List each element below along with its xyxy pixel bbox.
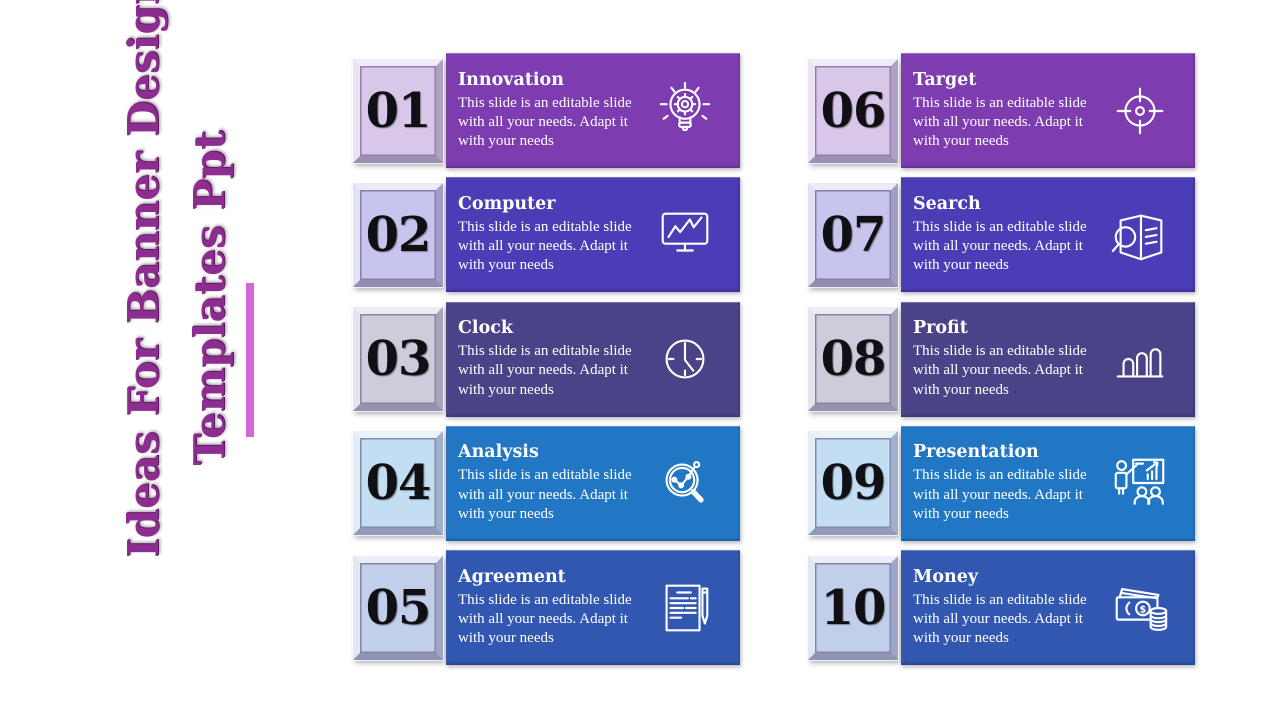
card-description: This slide is an editable slide with all…	[913, 343, 1087, 398]
number-box: 09	[808, 431, 898, 536]
banner-card-06: 06 Target This slide is an editable slid…	[808, 53, 1195, 168]
card-title: Clock	[458, 318, 514, 339]
bulb-gear-icon	[654, 80, 716, 142]
banner: Target This slide is an editable slide w…	[901, 53, 1195, 168]
card-title: Profit	[913, 318, 968, 339]
card-title: Presentation	[913, 442, 1039, 463]
slide-title: Ideas For Banner Design Templates Ppt	[111, 0, 251, 558]
card-description: This slide is an editable slide with all…	[458, 94, 632, 150]
number-box: 04	[353, 431, 443, 536]
money-coins-icon: $	[1109, 577, 1171, 639]
banner-card-02: 02 Computer This slide is an editable sl…	[353, 177, 740, 293]
card-title: Computer	[458, 193, 556, 214]
card-column-right: 06 Target This slide is an editable slid…	[808, 53, 1195, 666]
card-description: This slide is an editable slide with all…	[913, 218, 1087, 274]
card-number: 05	[365, 579, 432, 636]
presenter-board-icon	[1109, 452, 1171, 514]
number-box: 01	[353, 58, 443, 163]
card-description: This slide is an editable slide with all…	[458, 218, 632, 274]
number-box: 08	[808, 307, 898, 412]
card-title: Search	[913, 193, 981, 214]
card-column-left: 01 Innovation This slide is an editable …	[353, 53, 740, 666]
card-number: 06	[820, 82, 887, 139]
target-icon	[1109, 80, 1171, 142]
card-title: Agreement	[458, 566, 566, 587]
card-number: 07	[820, 206, 887, 263]
number-box: 05	[353, 555, 443, 660]
banner-card-08: 08 Profit This slide is an editable slid…	[808, 301, 1195, 417]
card-title: Money	[913, 566, 979, 587]
document-pen-icon	[654, 577, 716, 639]
title-accent-bar	[246, 283, 254, 437]
card-title: Analysis	[458, 442, 539, 463]
banner: Clock This slide is an editable slide wi…	[446, 301, 740, 417]
banner: Search This slide is an editable slide w…	[901, 177, 1195, 293]
card-number: 08	[820, 331, 887, 388]
banner-card-03: 03 Clock This slide is an editable slide…	[353, 301, 740, 417]
banner: Profit This slide is an editable slide w…	[901, 301, 1195, 417]
card-description: This slide is an editable slide with all…	[458, 591, 632, 647]
svg-text:$: $	[1140, 604, 1147, 615]
bar-chart-icon	[1109, 328, 1171, 390]
card-number: 03	[365, 331, 432, 388]
banner: Innovation This slide is an editable sli…	[446, 53, 740, 168]
card-description: This slide is an editable slide with all…	[458, 343, 632, 398]
card-description: This slide is an editable slide with all…	[458, 467, 632, 523]
number-box: 07	[808, 182, 898, 287]
card-number: 04	[365, 455, 432, 512]
banner-card-09: 09 Presentation This slide is an editabl…	[808, 425, 1195, 541]
number-box: 10	[808, 555, 898, 660]
banner: Analysis This slide is an editable slide…	[446, 425, 740, 541]
card-title: Innovation	[458, 69, 564, 90]
slide-title-line1: Ideas For Banner Design	[119, 0, 168, 558]
banner: Money This slide is an editable slide wi…	[901, 550, 1195, 666]
slide-title-line2: Templates Ppt	[185, 130, 234, 466]
banner: Agreement This slide is an editable slid…	[446, 550, 740, 666]
book-magnifier-icon	[1109, 204, 1171, 266]
number-box: 02	[353, 182, 443, 287]
card-number: 02	[365, 206, 432, 263]
banner-card-04: 04 Analysis This slide is an editable sl…	[353, 425, 740, 541]
banner: Computer This slide is an editable slide…	[446, 177, 740, 293]
banner-card-01: 01 Innovation This slide is an editable …	[353, 53, 740, 168]
card-description: This slide is an editable slide with all…	[913, 94, 1087, 150]
card-title: Target	[913, 69, 977, 90]
card-description: This slide is an editable slide with all…	[913, 591, 1087, 647]
number-box: 03	[353, 307, 443, 412]
magnifier-chart-icon	[654, 452, 716, 514]
card-number: 01	[365, 82, 432, 139]
clock-icon	[654, 328, 716, 390]
card-number: 09	[820, 455, 887, 512]
banner-card-10: 10 Money This slide is an editable slide…	[808, 550, 1195, 666]
monitor-chart-icon	[654, 204, 716, 266]
card-description: This slide is an editable slide with all…	[913, 467, 1087, 523]
number-box: 06	[808, 58, 898, 163]
banner-card-05: 05 Agreement This slide is an editable s…	[353, 550, 740, 666]
banner: Presentation This slide is an editable s…	[901, 425, 1195, 541]
card-number: 10	[820, 579, 887, 636]
banner-card-07: 07 Search This slide is an editable slid…	[808, 177, 1195, 293]
